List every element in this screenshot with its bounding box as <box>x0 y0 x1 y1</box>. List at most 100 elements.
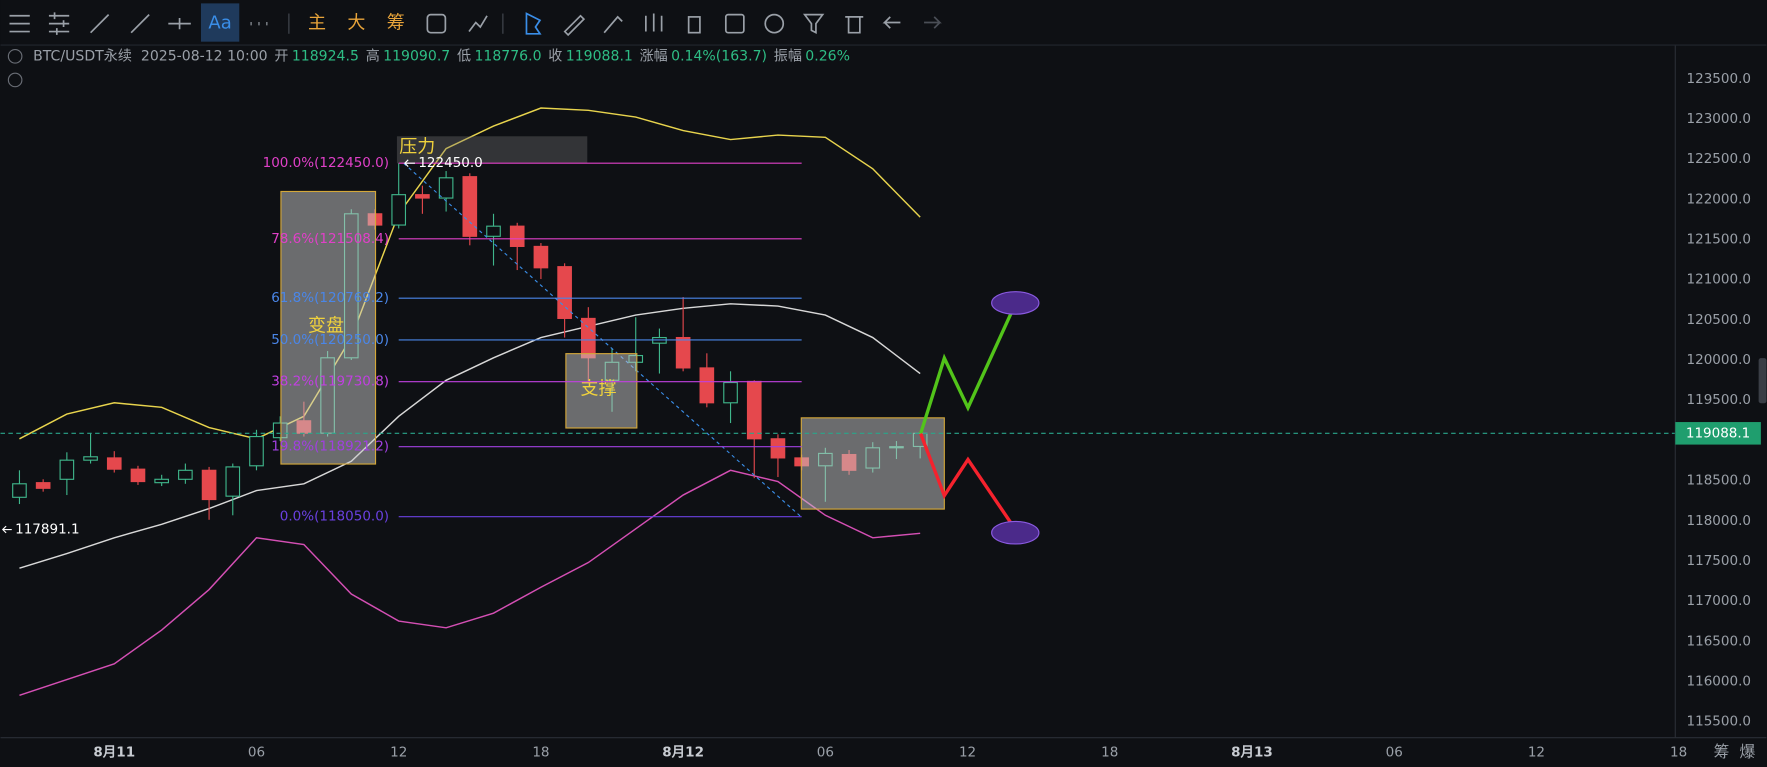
y-tick-label: 120500.0 <box>1687 312 1751 328</box>
high-marker: 122450.0 <box>418 155 482 171</box>
x-tick-label: 8月13 <box>1231 744 1273 760</box>
info-bar: BTC/USDT永续 2025-08-12 10:00 开 118924.5 高 1190… <box>7 47 850 88</box>
x-tick-label: 06 <box>248 744 265 760</box>
toolbar-icons <box>9 12 942 37</box>
candle-body <box>225 466 241 497</box>
fib-label: 19.8%(118921.2) <box>271 439 389 455</box>
tool-icon[interactable] <box>645 13 663 32</box>
field-label: 涨幅 <box>640 48 668 64</box>
y-tick-label: 123500.0 <box>1687 71 1751 87</box>
tool-icon[interactable] <box>426 13 447 34</box>
toolbar-button[interactable]: 大 <box>347 13 365 34</box>
candle-body <box>486 225 501 237</box>
marker-arrow <box>404 159 415 167</box>
tool-icon[interactable] <box>687 16 701 34</box>
candle-body <box>462 176 478 237</box>
toolbar-button[interactable]: 主 <box>308 13 326 34</box>
y-tick-label: 115500.0 <box>1687 714 1751 730</box>
filter-icon[interactable] <box>802 13 825 35</box>
last-price-label: 119088.1 <box>1686 425 1750 441</box>
x-tick-label: 8月11 <box>93 744 135 760</box>
hline-tool[interactable] <box>168 18 191 30</box>
candle-body <box>83 456 98 461</box>
delete-icon[interactable] <box>845 16 864 34</box>
menu-icon[interactable] <box>9 14 30 33</box>
toolbar-button[interactable]: 筹 <box>387 13 405 34</box>
field-value: 119090.7 <box>383 48 450 64</box>
tool-icon[interactable] <box>764 13 785 34</box>
collapse-icon[interactable] <box>7 48 23 64</box>
y-tick-label: 119500.0 <box>1687 392 1751 408</box>
candle-body <box>12 483 27 498</box>
projection-down <box>919 433 1017 531</box>
tool-icon[interactable] <box>724 13 745 34</box>
candle-body <box>106 457 122 470</box>
field-label: 振幅 <box>774 48 802 64</box>
footer-button[interactable]: 爆 <box>1739 742 1755 761</box>
fib-label: 50.0%(120250.0) <box>271 332 389 348</box>
field-label: 收 <box>548 48 562 64</box>
y-tick-label: 121500.0 <box>1687 232 1751 248</box>
field-label: 低 <box>457 48 471 64</box>
tool-icon[interactable] <box>468 15 488 33</box>
y-tick-label: 116500.0 <box>1687 633 1751 649</box>
axes: 115500.0 116000.0 116500.0 117000.0 117500.0… <box>0 45 1767 760</box>
x-tick-label: 18 <box>1101 744 1118 760</box>
y-tick-label: 122000.0 <box>1687 191 1751 207</box>
low-marker: 117891.1 <box>15 522 79 538</box>
undo-icon[interactable] <box>882 16 901 29</box>
candle-body <box>391 194 407 226</box>
toolbar-active <box>200 3 240 42</box>
ohlc-info: BTC/USDT永续 2025-08-12 10:00 开 118924.5 高 1190… <box>33 47 850 64</box>
candle-body <box>154 478 169 484</box>
line-tool[interactable] <box>89 14 110 34</box>
expand-icon[interactable] <box>7 72 23 88</box>
y-tick-label: 123000.0 <box>1687 111 1751 127</box>
tool-icon[interactable] <box>603 15 623 34</box>
y-tick-label: 117000.0 <box>1687 593 1751 609</box>
y-tick-label: 120000.0 <box>1687 352 1751 368</box>
fib-label: 0.0%(118050.0) <box>280 509 389 525</box>
y-tick-label: 122500.0 <box>1687 151 1751 167</box>
target-ellipse <box>991 291 1040 315</box>
redo-icon[interactable] <box>924 16 942 29</box>
toolbar: Aa 主 大 筹 <box>0 0 1767 46</box>
x-tick-label: 8月12 <box>662 744 704 760</box>
projection-up <box>919 303 1017 435</box>
field-value: 118924.5 <box>292 48 359 64</box>
candle-body <box>438 177 454 199</box>
drawings: 压力 变盘 支撑 100.0%(122450.0) 78.6%(121508.4)… <box>0 136 1676 545</box>
x-tick-label: 18 <box>1670 744 1687 760</box>
band-line <box>19 469 921 696</box>
panel-handle[interactable] <box>1758 358 1767 404</box>
label-box <box>396 136 588 164</box>
box <box>565 353 638 429</box>
fib-label: 61.8%(120769.2) <box>271 290 389 306</box>
settings-icon[interactable] <box>48 12 70 35</box>
x-tick-label: 18 <box>532 744 549 760</box>
x-tick-label: 06 <box>1386 744 1403 760</box>
symbol: BTC/USDT永续 <box>33 47 132 64</box>
band-line <box>19 107 921 440</box>
tool-icon[interactable] <box>525 12 542 35</box>
ray-tool[interactable] <box>130 14 150 34</box>
field-value: 0.26% <box>805 48 850 64</box>
tool-icon[interactable] <box>563 14 586 37</box>
y-tick-label: 118000.0 <box>1687 513 1751 529</box>
candle-body <box>723 381 738 404</box>
annotation: 变盘 <box>308 316 344 337</box>
toolbar-button[interactable]: Aa <box>208 13 231 34</box>
candle-body <box>249 435 264 467</box>
footer-button[interactable]: 筹 <box>1714 742 1730 761</box>
field-label: 高 <box>366 47 380 64</box>
bands <box>19 107 921 696</box>
candle-body <box>675 336 691 369</box>
x-tick-label: 12 <box>1528 744 1545 760</box>
x-tick-label: 06 <box>817 744 834 760</box>
candle-body <box>746 380 762 440</box>
x-tick-label: 12 <box>390 744 407 760</box>
y-tick-label: 116000.0 <box>1687 673 1751 689</box>
candle-body <box>201 469 217 501</box>
